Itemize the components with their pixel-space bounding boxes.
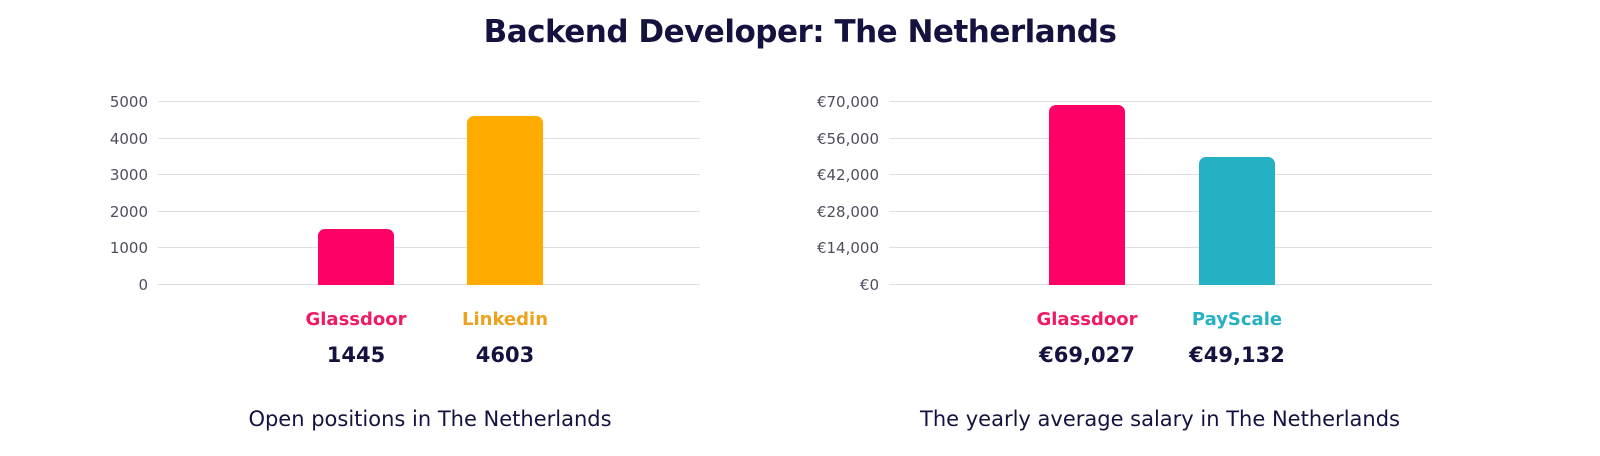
- gridline: [889, 247, 1432, 249]
- category-label-glassdoor: Glassdoor: [305, 309, 407, 330]
- open-positions-chart: 5000 4000 3000 2000 1000 0 Glassdoor Lin…: [109, 93, 700, 431]
- gridline: [158, 174, 700, 176]
- chart-caption: The yearly average salary in The Netherl…: [920, 407, 1400, 431]
- y-tick: 0: [138, 276, 148, 294]
- gridline: [158, 101, 700, 102]
- bar-glassdoor: [1049, 105, 1125, 285]
- y-tick: 5000: [109, 93, 148, 111]
- value-label-linkedin: 4603: [475, 343, 535, 367]
- category-label-linkedin: Linkedin: [461, 309, 549, 330]
- y-tick: €0: [859, 276, 879, 294]
- gridline: [889, 174, 1432, 176]
- baseline: [158, 284, 700, 285]
- plot-area: [158, 101, 700, 285]
- bar-linkedin: [467, 116, 543, 285]
- baseline: [889, 284, 1432, 285]
- page-title: Backend Developer: The Netherlands: [483, 14, 1117, 50]
- bar-payscale: [1199, 157, 1275, 285]
- gridline: [889, 137, 1432, 139]
- value-label-glassdoor: €69,027: [1039, 343, 1135, 367]
- gridline: [158, 247, 700, 249]
- gridline: [889, 101, 1432, 102]
- gridline: [889, 210, 1432, 212]
- gridline: [158, 137, 700, 139]
- gridline: [158, 210, 700, 212]
- chart-caption: Open positions in The Netherlands: [248, 407, 612, 431]
- y-tick: 2000: [109, 203, 148, 221]
- y-tick: €70,000: [816, 93, 879, 111]
- plot-area: [889, 101, 1432, 285]
- bar-glassdoor: [318, 229, 394, 285]
- y-tick: €28,000: [816, 203, 879, 221]
- y-tick: 3000: [109, 166, 148, 184]
- average-salary-chart: €70,000 €56,000 €42,000 €28,000 €14,000 …: [800, 0, 1600, 456]
- y-tick: 1000: [109, 239, 148, 257]
- value-label-glassdoor: 1445: [326, 343, 386, 367]
- y-tick: €56,000: [816, 130, 879, 148]
- y-tick: €14,000: [816, 239, 879, 257]
- category-label-payscale: PayScale: [1191, 309, 1283, 330]
- category-label-glassdoor: Glassdoor: [1036, 309, 1138, 330]
- y-tick: €42,000: [816, 166, 879, 184]
- y-tick: 4000: [109, 130, 148, 148]
- value-label-payscale: €49,132: [1189, 343, 1285, 367]
